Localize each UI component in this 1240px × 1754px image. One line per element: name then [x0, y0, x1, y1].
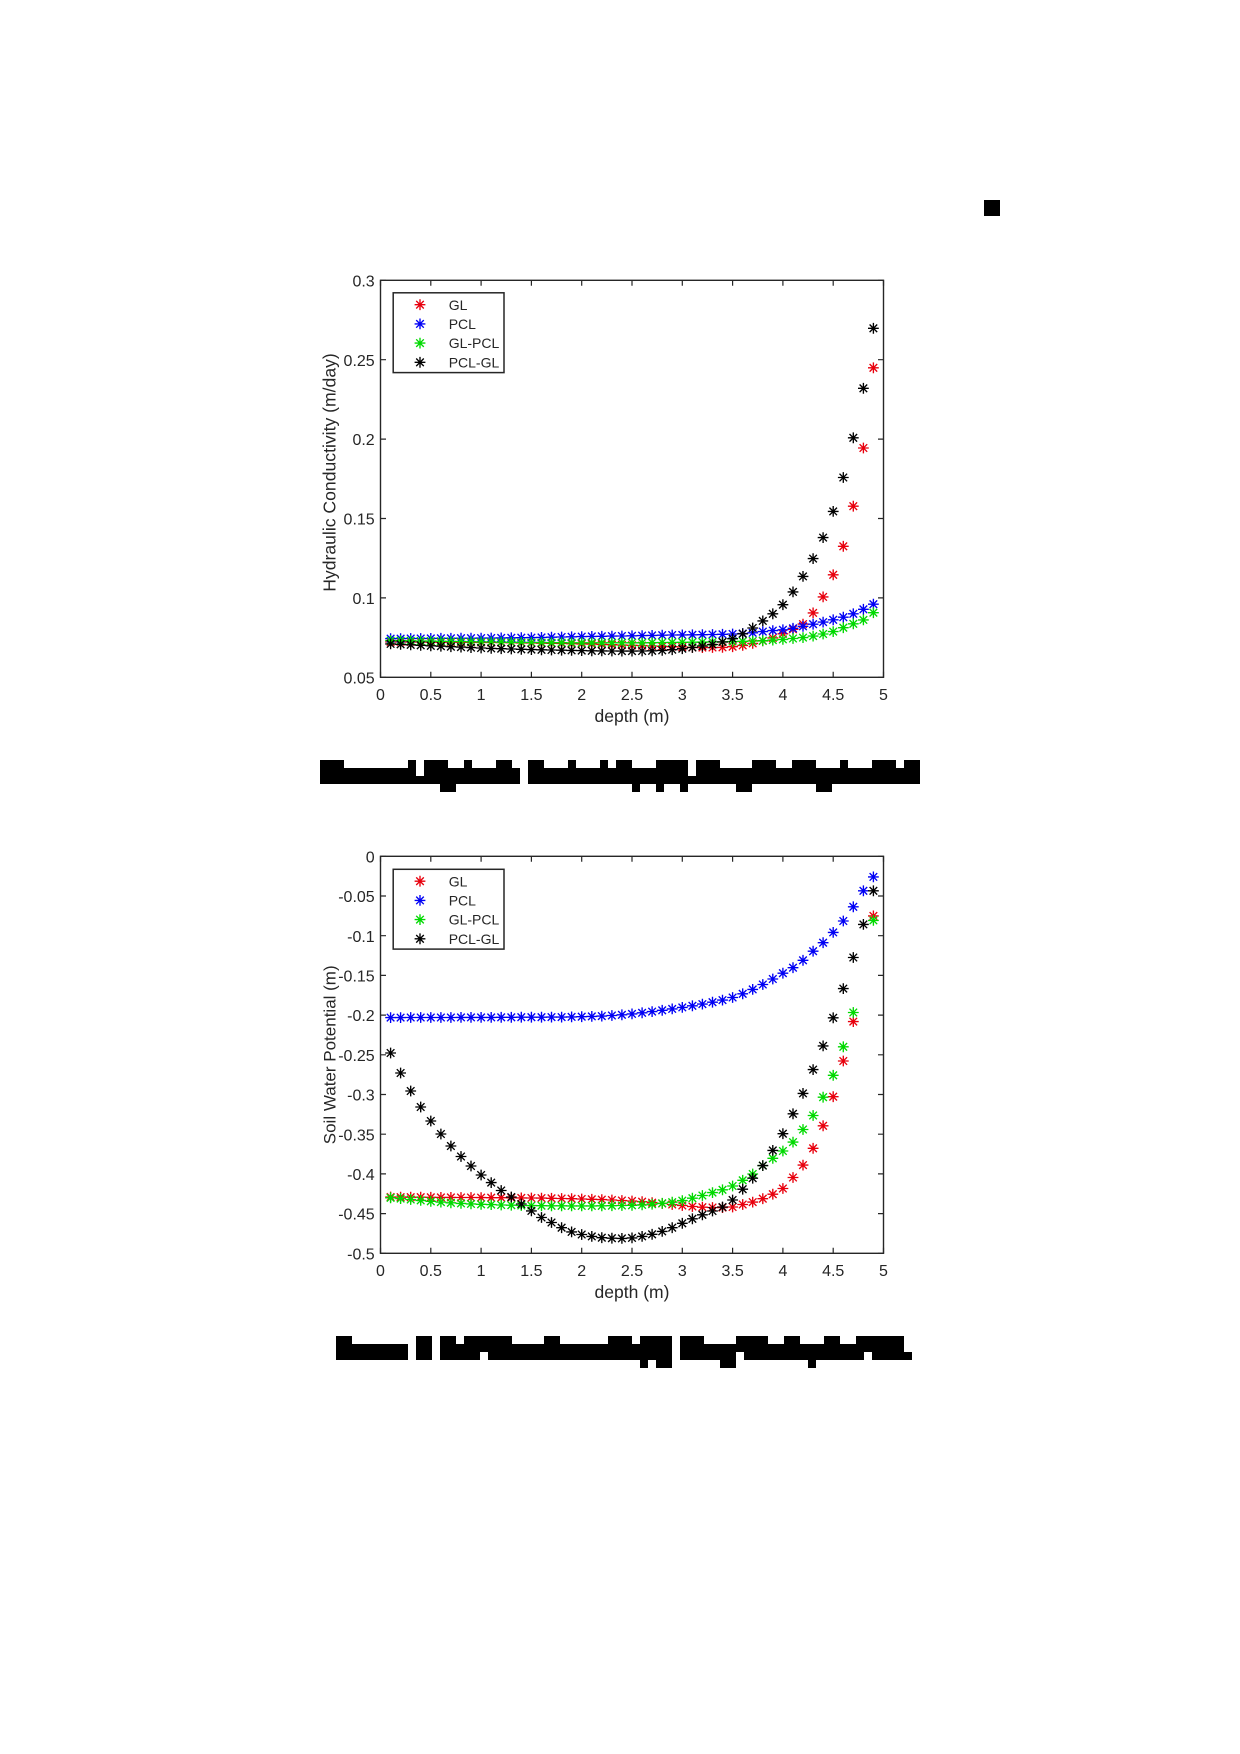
svg-text:-0.1: -0.1	[347, 929, 375, 946]
svg-text:depth (m): depth (m)	[595, 706, 670, 726]
svg-text:2: 2	[577, 1263, 586, 1280]
svg-text:-0.4: -0.4	[347, 1167, 375, 1184]
svg-text:Soil Water Potential (m): Soil Water Potential (m)	[321, 965, 340, 1144]
svg-text:-0.25: -0.25	[338, 1048, 375, 1065]
svg-text:-0.5: -0.5	[347, 1246, 375, 1263]
svg-text:GL-PCL: GL-PCL	[449, 335, 500, 351]
svg-text:3: 3	[678, 687, 687, 704]
svg-text:-0.05: -0.05	[338, 889, 375, 906]
svg-text:2.5: 2.5	[621, 1263, 643, 1280]
svg-text:3: 3	[678, 1263, 687, 1280]
svg-text:4: 4	[778, 1263, 787, 1280]
svg-text:depth (m): depth (m)	[595, 1282, 670, 1302]
svg-text:-0.3: -0.3	[347, 1088, 375, 1105]
svg-text:2.5: 2.5	[621, 687, 643, 704]
svg-text:-0.45: -0.45	[338, 1207, 375, 1224]
svg-text:1.5: 1.5	[520, 1263, 542, 1280]
svg-text:5: 5	[879, 1263, 888, 1280]
svg-text:0.5: 0.5	[420, 687, 442, 704]
svg-text:0: 0	[376, 687, 385, 704]
svg-text:PCL: PCL	[449, 316, 476, 332]
svg-text:Hydraulic Conductivity (m/day): Hydraulic Conductivity (m/day)	[320, 353, 340, 592]
svg-text:0.05: 0.05	[344, 670, 375, 687]
svg-text:5: 5	[879, 687, 888, 704]
svg-text:0.1: 0.1	[352, 591, 374, 608]
svg-text:-0.15: -0.15	[338, 969, 375, 986]
svg-text:4.5: 4.5	[822, 687, 844, 704]
svg-text:0: 0	[366, 849, 375, 866]
svg-text:0.15: 0.15	[344, 512, 375, 529]
svg-text:PCL-GL: PCL-GL	[449, 931, 500, 947]
svg-text:GL-PCL: GL-PCL	[449, 912, 500, 928]
svg-text:PCL: PCL	[449, 893, 476, 909]
svg-text:GL: GL	[449, 873, 468, 889]
svg-text:-0.2: -0.2	[347, 1008, 375, 1025]
svg-text:4: 4	[778, 687, 787, 704]
svg-text:3.5: 3.5	[721, 1263, 743, 1280]
svg-text:0: 0	[376, 1263, 385, 1280]
svg-text:0.2: 0.2	[352, 432, 374, 449]
svg-text:0.25: 0.25	[344, 353, 375, 370]
svg-text:1.5: 1.5	[520, 687, 542, 704]
svg-text:0.5: 0.5	[420, 1263, 442, 1280]
svg-text:-0.35: -0.35	[338, 1127, 375, 1144]
svg-text:4.5: 4.5	[822, 1263, 844, 1280]
svg-text:GL: GL	[449, 297, 468, 313]
svg-text:0.3: 0.3	[352, 273, 374, 290]
svg-text:PCL-GL: PCL-GL	[449, 354, 500, 370]
svg-text:1: 1	[477, 687, 486, 704]
svg-text:2: 2	[577, 687, 586, 704]
svg-text:1: 1	[477, 1263, 486, 1280]
svg-text:3.5: 3.5	[721, 687, 743, 704]
